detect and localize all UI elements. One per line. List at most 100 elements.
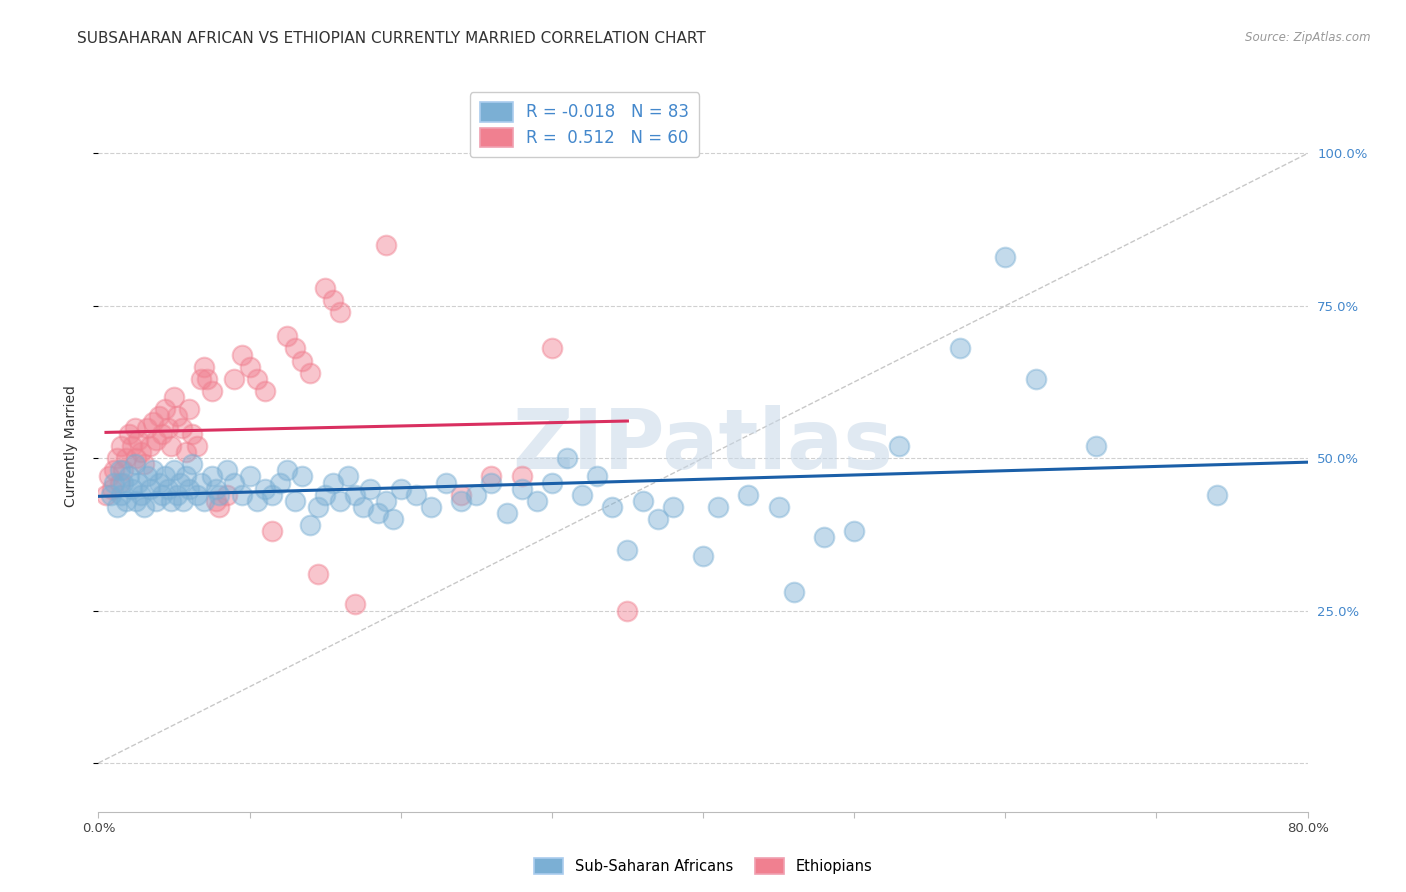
Point [329,494,352,508]
Point [276,463,298,477]
Point [246,372,269,386]
Point [374,238,396,252]
Point [692,549,714,563]
Point [190,372,212,386]
Point [129,488,152,502]
Point [450,488,472,502]
Point [160,439,183,453]
Point [121,482,143,496]
Point [291,469,314,483]
Point [262,524,284,539]
Text: SUBSAHARAN AFRICAN VS ETHIOPIAN CURRENTLY MARRIED CORRELATION CHART: SUBSAHARAN AFRICAN VS ETHIOPIAN CURRENTL… [77,31,706,46]
Point [737,488,759,502]
Point [201,469,224,483]
Point [434,475,457,490]
Point [139,482,162,496]
Point [307,567,329,582]
Point [127,475,149,490]
Point [231,348,253,362]
Point [510,469,533,483]
Point [246,494,269,508]
Point [602,500,624,514]
Point [344,488,367,502]
Point [262,488,284,502]
Point [224,372,246,386]
Point [139,439,162,453]
Point [329,305,352,319]
Point [1024,372,1046,386]
Legend: Sub-Saharan Africans, Ethiopians: Sub-Saharan Africans, Ethiopians [527,852,879,880]
Point [170,421,193,435]
Point [208,500,231,514]
Point [172,494,194,508]
Point [156,482,179,496]
Point [124,458,146,472]
Point [374,494,396,508]
Point [153,469,176,483]
Point [111,463,134,477]
Point [111,475,134,490]
Point [555,451,578,466]
Point [100,488,122,502]
Point [344,598,367,612]
Point [142,415,165,429]
Point [190,475,212,490]
Point [284,494,307,508]
Point [181,426,204,441]
Point [1085,439,1108,453]
Point [307,500,329,514]
Point [571,488,593,502]
Point [179,402,201,417]
Point [153,402,176,417]
Point [276,329,298,343]
Point [215,488,238,502]
Point [844,524,866,539]
Point [616,542,638,557]
Point [125,451,148,466]
Point [124,421,146,435]
Point [114,494,136,508]
Point [205,482,228,496]
Y-axis label: Currently Married: Currently Married [63,385,77,507]
Point [108,463,131,477]
Point [148,409,170,423]
Point [616,604,638,618]
Point [586,469,609,483]
Point [208,488,231,502]
Point [707,500,730,514]
Point [201,384,224,399]
Point [108,475,131,490]
Point [118,426,141,441]
Point [98,469,121,483]
Point [110,488,132,502]
Point [110,439,132,453]
Point [231,488,253,502]
Point [360,482,382,496]
Point [284,342,307,356]
Point [224,475,246,490]
Point [299,366,322,380]
Point [215,463,238,477]
Point [114,451,136,466]
Point [540,342,562,356]
Point [352,500,374,514]
Point [101,482,124,496]
Point [813,530,835,544]
Text: Source: ZipAtlas.com: Source: ZipAtlas.com [1246,31,1371,45]
Point [889,439,911,453]
Point [193,359,215,374]
Point [949,342,972,356]
Point [526,494,548,508]
Point [103,463,125,477]
Point [389,482,412,496]
Point [127,433,149,447]
Point [768,500,790,514]
Point [783,585,806,599]
Point [163,390,186,404]
Point [163,463,186,477]
Point [994,250,1017,264]
Point [195,372,218,386]
Point [132,500,155,514]
Point [510,482,533,496]
Point [166,409,188,423]
